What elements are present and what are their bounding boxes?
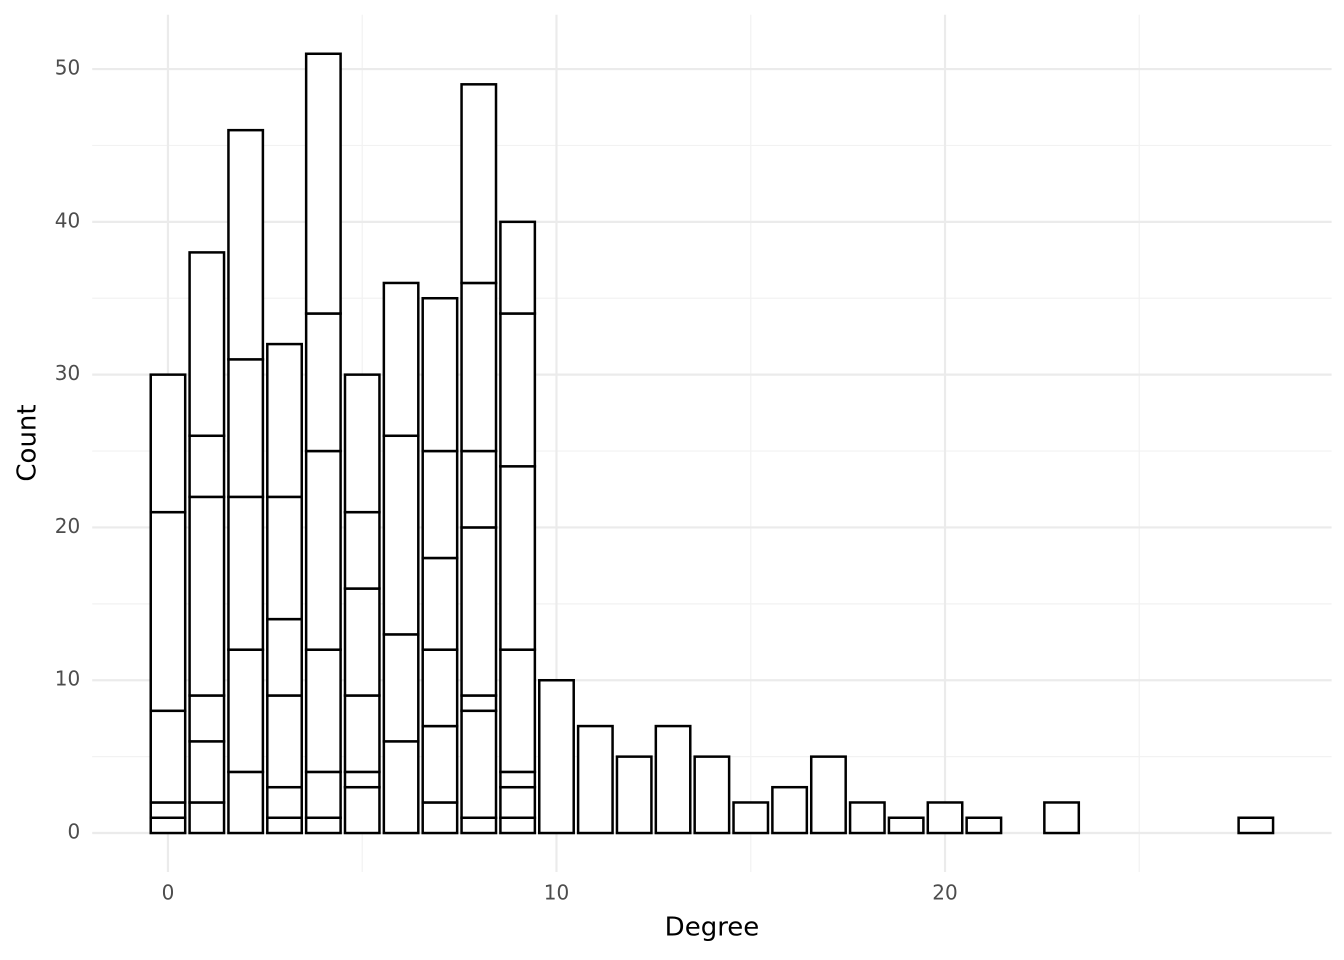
- bar-segment: [499, 785, 537, 820]
- y-tick-label: 20: [55, 514, 80, 538]
- bar-segment: [304, 648, 342, 774]
- bar-segment: [304, 312, 342, 453]
- bar-segment: [499, 770, 537, 789]
- bar-segment: [266, 816, 303, 835]
- bar-segment: [1043, 801, 1081, 835]
- bar-segment: [809, 755, 847, 835]
- bar-segment: [149, 709, 187, 804]
- bar-segment: [499, 465, 537, 651]
- bar-segment: [149, 510, 187, 713]
- bar-segment: [149, 801, 187, 820]
- bar-segment: [304, 816, 342, 835]
- x-tick-label: 10: [544, 881, 569, 905]
- bar-segment: [576, 724, 614, 835]
- bar-segment: [227, 648, 265, 774]
- bar-segment: [227, 495, 265, 651]
- bar-segment: [615, 755, 653, 835]
- bar-segment: [343, 373, 381, 514]
- bar-segment: [771, 785, 809, 835]
- bar-segment: [227, 358, 265, 499]
- bar-segment: [266, 785, 303, 820]
- y-tick-label: 30: [55, 361, 80, 385]
- bar-segment: [188, 740, 226, 804]
- bar-segment: [1237, 816, 1275, 835]
- bar-segment: [266, 495, 303, 621]
- bar-segment: [188, 434, 226, 499]
- x-axis-title: Degree: [665, 913, 760, 943]
- bar-segment: [460, 694, 498, 713]
- bar-segment: [227, 770, 265, 835]
- bar-segment: [343, 694, 381, 774]
- bar-segment: [460, 816, 498, 835]
- bar-segment: [382, 281, 420, 438]
- bar-segment: [926, 801, 964, 835]
- bar-segment: [460, 83, 498, 285]
- bar-segment: [266, 617, 303, 697]
- bar-segment: [421, 724, 459, 804]
- bar-segment: [149, 816, 187, 835]
- y-tick-label: 0: [67, 820, 80, 844]
- bar-segment: [460, 449, 498, 529]
- bar-segment: [421, 556, 459, 651]
- bar-segment: [654, 724, 692, 835]
- bar-segment: [421, 449, 459, 560]
- bar-segment: [965, 816, 1003, 835]
- bar-segment: [421, 648, 459, 728]
- bar-segment: [188, 801, 226, 835]
- y-tick-label: 10: [55, 667, 80, 691]
- bar-segment: [382, 633, 420, 743]
- bar-segment: [382, 434, 420, 636]
- bar-segment: [460, 281, 498, 453]
- bar-segment: [887, 816, 925, 835]
- bar-segment: [693, 755, 731, 835]
- bar-segment: [499, 220, 537, 315]
- bar-segment: [304, 52, 342, 315]
- bar-segment: [848, 801, 886, 835]
- bar-segment: [499, 816, 537, 835]
- x-tick-label: 0: [162, 881, 175, 905]
- bar-segment: [499, 312, 537, 468]
- bar-segment: [266, 694, 303, 789]
- bar-segment: [304, 449, 342, 651]
- y-tick-label: 40: [55, 208, 80, 232]
- bar-segment: [732, 801, 770, 835]
- bar-segment: [538, 678, 575, 835]
- bar-segment: [343, 510, 381, 590]
- bar-segment: [343, 770, 381, 789]
- bar-segment: [382, 740, 420, 835]
- bar-segment: [421, 801, 459, 835]
- bar-segment: [343, 785, 381, 835]
- bar-segment: [266, 342, 303, 499]
- bar-segment: [421, 296, 459, 453]
- bar-segment: [460, 526, 498, 697]
- y-tick-label: 50: [55, 56, 80, 80]
- bar-segment: [188, 495, 226, 697]
- bar-segment: [227, 128, 265, 361]
- bar-segment: [460, 709, 498, 820]
- bar-segment: [304, 770, 342, 820]
- bar-segment: [188, 251, 226, 438]
- bar-segment: [149, 373, 187, 514]
- bar-segment: [343, 587, 381, 697]
- y-axis-title: Count: [13, 404, 43, 481]
- bar-segment: [188, 694, 226, 743]
- bar-segment: [499, 648, 537, 774]
- x-tick-label: 20: [932, 881, 957, 905]
